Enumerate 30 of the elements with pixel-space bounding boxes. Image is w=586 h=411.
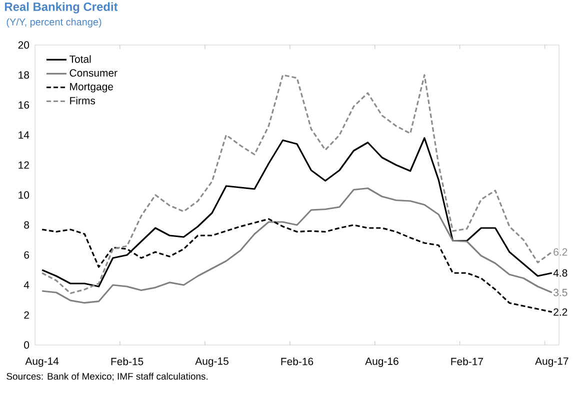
legend-label: Total: [70, 55, 91, 63]
legend-label: Consumer: [70, 69, 118, 77]
x-tick-label: Aug-17: [535, 358, 568, 367]
data-label: 3.5: [554, 288, 568, 296]
chart-title: Real Banking Credit: [4, 2, 118, 14]
y-tick-label: 6: [24, 251, 30, 259]
data-label: 6.2: [554, 248, 568, 256]
x-tick-label: Feb-17: [451, 358, 483, 366]
x-tick-label: Aug-16: [365, 358, 398, 367]
legend-label: Mortgage: [70, 83, 113, 92]
y-tick-label: 14: [18, 131, 30, 139]
x-tick-label: Feb-15: [111, 358, 144, 366]
x-tick-label: Aug-14: [25, 358, 59, 367]
source-note: Sources: Bank of Mexico; IMF staff calculations.: [6, 372, 208, 381]
y-tick-label: 8: [24, 221, 30, 229]
y-tick-label: 16: [18, 101, 30, 109]
x-tick-label: Feb-16: [281, 358, 314, 366]
y-tick-label: 0: [24, 341, 30, 349]
x-tick-label: Aug-15: [195, 358, 228, 367]
data-label: 2.2: [554, 308, 568, 316]
y-tick-label: 20: [18, 41, 30, 49]
y-tick-label: 10: [18, 191, 30, 199]
chart-subtitle: (Y/Y, percent change): [6, 18, 102, 28]
y-tick-label: 4: [24, 281, 30, 289]
y-tick-label: 18: [18, 71, 30, 79]
data-label: 4.8: [553, 269, 568, 277]
y-tick-label: 2: [24, 311, 29, 319]
line-series: [41, 187, 553, 304]
legend-label: Firms: [70, 96, 96, 104]
y-tick-label: 12: [18, 161, 29, 169]
